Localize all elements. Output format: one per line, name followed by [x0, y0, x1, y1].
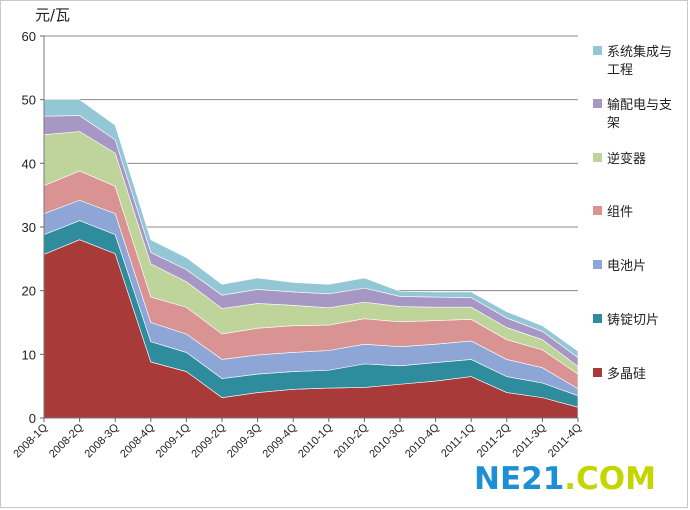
- watermark-logo: NE21.COM: [474, 464, 656, 495]
- x-tick-label: 2010-2Q: [332, 421, 371, 460]
- area-series: [43, 99, 579, 419]
- x-tick-label: 2010-4Q: [403, 421, 442, 460]
- legend-label: 多晶硅: [607, 366, 646, 382]
- legend-item: 逆变器: [593, 151, 646, 167]
- y-tick-label: 20: [22, 284, 36, 299]
- x-axis-ticks: 2008-1Q2008-2Q2008-3Q2008-4Q2009-1Q2009-…: [11, 418, 584, 460]
- watermark-part1: NE21: [474, 461, 565, 497]
- legend-item: 组件: [593, 205, 633, 220]
- legend-swatch: [593, 368, 602, 377]
- legend-label: 电池片: [607, 259, 646, 274]
- y-tick-label: 60: [22, 29, 36, 44]
- legend-label: 逆变器: [607, 151, 646, 167]
- legend-swatch: [593, 260, 602, 269]
- legend-label: 输配电与支: [607, 97, 672, 113]
- y-tick-label: 10: [22, 347, 36, 362]
- legend-label: 系统集成与: [607, 44, 672, 60]
- legend-swatch: [593, 153, 602, 162]
- y-axis-label: 元/瓦: [35, 6, 70, 24]
- legend-item: 铸锭切片: [593, 312, 659, 328]
- y-tick-label: 50: [22, 93, 36, 108]
- legend-label: 组件: [607, 205, 633, 220]
- y-tick-label: 30: [22, 220, 36, 235]
- x-tick-label: 2011-2Q: [475, 421, 513, 459]
- x-tick-label: 2011-4Q: [546, 421, 584, 459]
- x-tick-label: 2009-4Q: [261, 421, 300, 460]
- y-tick-label: 0: [29, 411, 36, 426]
- legend-swatch: [593, 99, 602, 108]
- area-系统集成与工程: [43, 99, 579, 359]
- x-tick-label: 2011-3Q: [510, 421, 548, 459]
- x-tick-label: 2008-1Q: [11, 421, 50, 460]
- x-tick-label: 2009-1Q: [154, 421, 193, 460]
- legend-label: 铸锭切片: [607, 312, 659, 328]
- legend-label: 架: [607, 116, 620, 131]
- x-tick-label: 2009-3Q: [225, 421, 264, 460]
- legend-swatch: [593, 46, 602, 55]
- x-tick-label: 2008-4Q: [118, 421, 157, 460]
- y-tick-label: 40: [22, 156, 36, 171]
- legend-swatch: [593, 314, 602, 323]
- legend-label: 工程: [607, 63, 633, 78]
- x-tick-label: 2008-2Q: [47, 421, 86, 460]
- x-tick-label: 2011-1Q: [439, 421, 477, 459]
- legend-swatch: [593, 206, 602, 215]
- x-tick-label: 2009-2Q: [189, 421, 228, 460]
- legend-item: 电池片: [593, 259, 646, 274]
- y-axis-ticks: 0 10 20 30 40 50 60: [22, 29, 44, 426]
- x-tick-label: 2008-3Q: [83, 421, 122, 460]
- x-tick-label: 2010-3Q: [367, 421, 406, 460]
- watermark-part2: .COM: [564, 461, 656, 497]
- x-tick-label: 2010-1Q: [296, 421, 335, 460]
- legend-item: 多晶硅: [593, 366, 646, 382]
